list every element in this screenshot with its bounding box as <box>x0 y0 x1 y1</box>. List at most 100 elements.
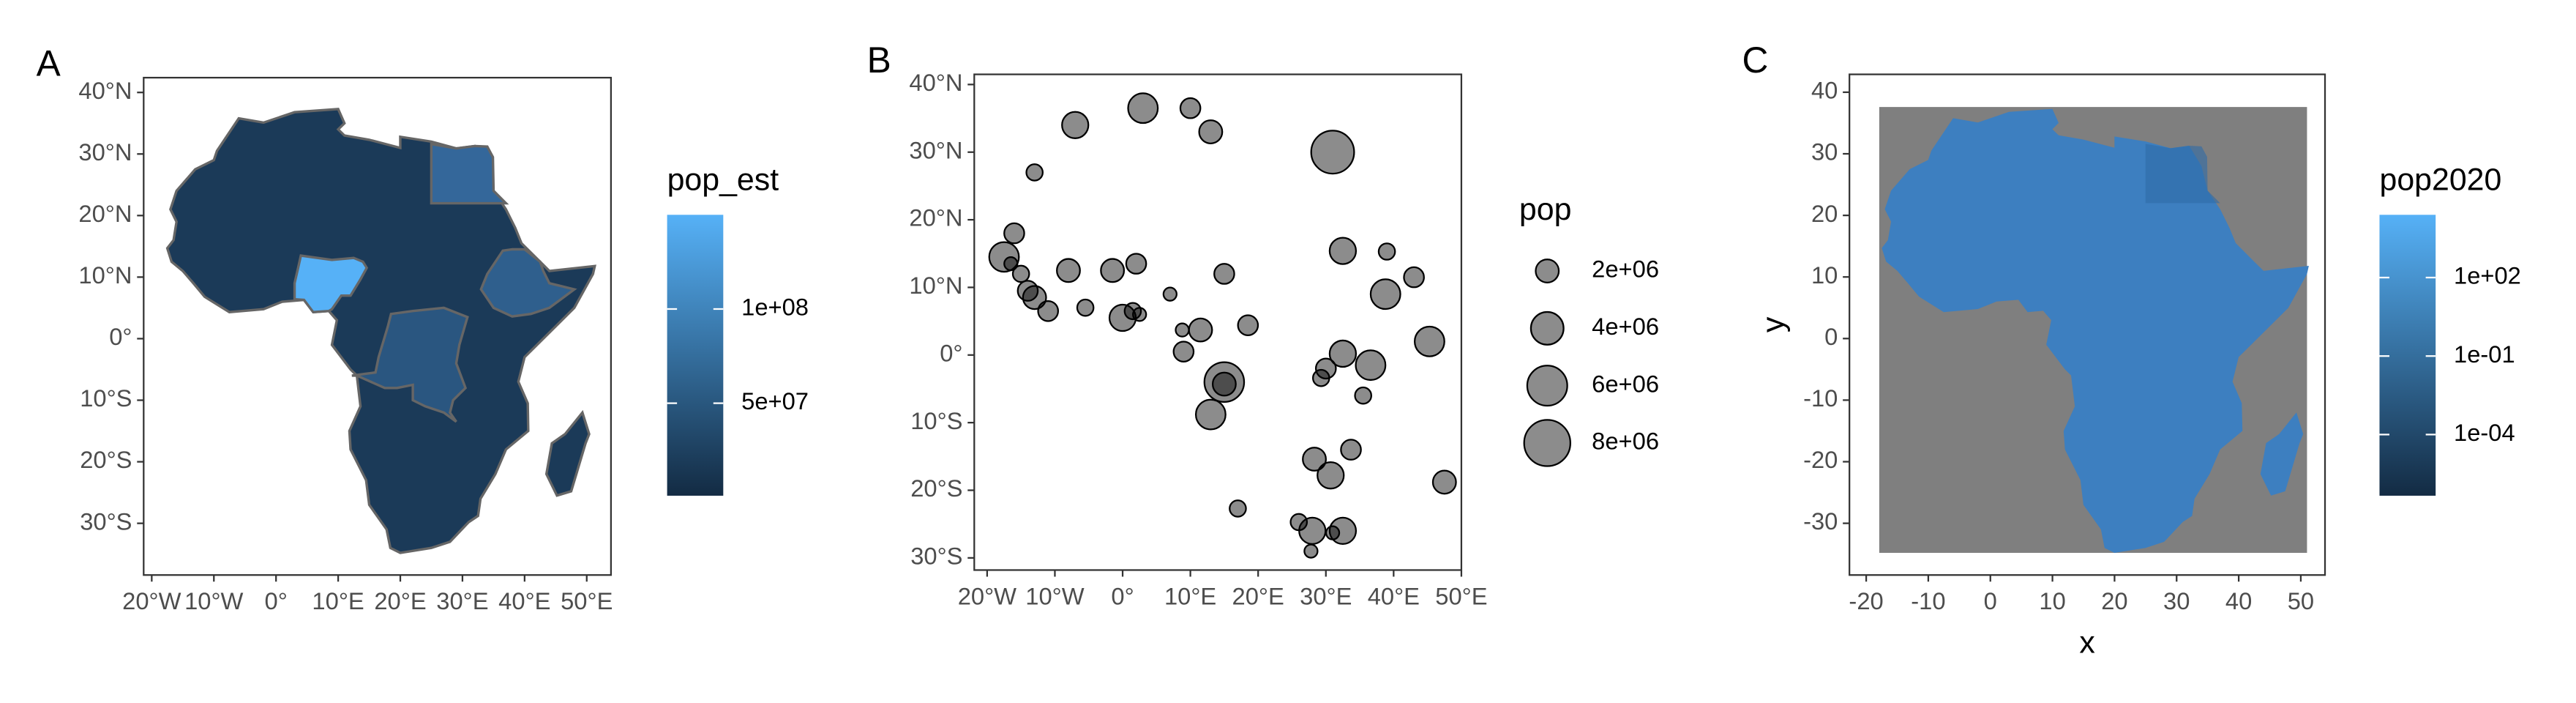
bubble <box>1125 253 1147 275</box>
x-tick-label: 0° <box>1111 582 1134 609</box>
raster-cells <box>1882 108 2309 553</box>
x-tick-label: 20°W <box>122 587 181 614</box>
bubble <box>1132 307 1147 322</box>
bubble <box>1340 439 1362 461</box>
y-tick-label: 10°S <box>910 407 962 434</box>
x-tick-label: 10°W <box>184 587 243 614</box>
x-tick-label: 40 <box>2225 587 2252 614</box>
country-fill <box>351 306 469 423</box>
y-tick-label: 30°S <box>910 542 962 569</box>
panel-border <box>143 76 612 576</box>
bubble <box>1211 371 1237 397</box>
bubble <box>1354 386 1372 405</box>
y-tick-label: 20°N <box>909 204 962 231</box>
bubble <box>1061 111 1090 139</box>
bubble <box>1203 361 1246 403</box>
panel-border <box>973 73 1463 571</box>
bubble <box>1413 325 1445 357</box>
bubble <box>1237 314 1259 336</box>
bubble <box>1314 357 1337 380</box>
x-tick-label: 50°E <box>561 587 613 614</box>
y-tick-label: 20°N <box>78 200 132 227</box>
bubble <box>1328 339 1358 368</box>
x-tick-label: 50 <box>2288 587 2314 614</box>
y-tick-label: 10°N <box>78 261 132 289</box>
y-tick-label: 0 <box>1824 323 1838 350</box>
bubble <box>1179 97 1202 119</box>
legend-key <box>1535 258 1560 283</box>
colorbar <box>667 215 724 496</box>
bubble <box>1355 349 1387 382</box>
x-tick-label: 30°E <box>1300 582 1352 609</box>
legend-label: 1e-01 <box>2454 341 2515 368</box>
y-tick-label: 30°N <box>78 138 132 165</box>
bubble <box>1011 264 1030 283</box>
x-tick-label: 10°E <box>312 587 364 614</box>
legend-title: pop2020 <box>2379 163 2501 198</box>
bubble <box>988 241 1020 273</box>
x-tick-label: -20 <box>1849 587 1883 614</box>
x-tick-label: 20°W <box>958 582 1016 609</box>
bubble <box>1172 341 1195 362</box>
y-tick-label: 40°N <box>909 69 962 96</box>
legend-label: 8e+06 <box>1592 428 1659 455</box>
bubble <box>1037 300 1060 322</box>
legend-label: 1e-04 <box>2454 419 2515 446</box>
y-tick-label: 0° <box>940 339 962 366</box>
y-tick-label: 20°S <box>80 446 132 473</box>
bubble <box>1175 322 1190 338</box>
y-tick-label: 0° <box>109 323 132 350</box>
bubble <box>1194 398 1227 431</box>
bubble <box>1229 499 1247 518</box>
x-tick-label: 0° <box>265 587 288 614</box>
y-tick-label: 10°S <box>80 384 132 412</box>
x-axis-title: x <box>2079 625 2094 660</box>
legend-key <box>1523 419 1571 467</box>
raster-cells <box>2145 144 2220 204</box>
x-tick-label: 20°E <box>374 587 426 614</box>
panel: Cx y -20 -10 0 10 20 30 40 50 -30 -20 -10 0 10 20 30 40 po… <box>1742 40 2521 660</box>
y-tick-label: 40°N <box>78 77 132 104</box>
legend-label: 4e+06 <box>1592 313 1659 340</box>
bubble <box>1431 469 1457 495</box>
bubble <box>1188 317 1213 343</box>
legend-label: 1e+08 <box>741 294 809 321</box>
bubble <box>1123 302 1142 321</box>
y-tick-label: 20 <box>1811 200 1838 227</box>
bubble <box>1302 447 1327 472</box>
y-tick-label: 30°S <box>80 507 132 535</box>
legend-title: pop_est <box>667 163 779 198</box>
bubble <box>1100 258 1126 283</box>
x-tick-label: 30°E <box>436 587 488 614</box>
x-tick-label: 20 <box>2101 587 2127 614</box>
bubble <box>1056 258 1081 283</box>
bubble <box>1162 286 1177 302</box>
y-tick-label: 30 <box>1811 138 1838 165</box>
legend-label: 1e+02 <box>2454 262 2521 289</box>
bubble <box>1298 516 1327 546</box>
x-tick-label: 10 <box>2039 587 2065 614</box>
panel-tag: C <box>1742 40 1769 81</box>
panel-tag: B <box>867 40 891 81</box>
y-tick-label: 10°N <box>909 272 962 299</box>
legend-title: pop <box>1519 192 1572 227</box>
legend-key <box>1526 365 1568 407</box>
y-tick-label: 20°S <box>910 475 962 502</box>
bubble <box>1325 525 1341 540</box>
bubble <box>1317 461 1345 490</box>
y-tick-label: 40 <box>1811 77 1838 104</box>
bubble <box>1328 237 1358 265</box>
y-tick-label: -20 <box>1803 446 1838 473</box>
country-fill <box>430 142 509 205</box>
bubble <box>1303 543 1319 559</box>
legend-label: 6e+06 <box>1592 370 1659 397</box>
bubble <box>1403 266 1425 289</box>
y-tick-label: 30°N <box>909 136 962 163</box>
y-tick-label: 10 <box>1811 261 1838 289</box>
bubble <box>1003 222 1025 245</box>
panel: A 20°W 10°W 0° 10°E 20°E 30°E 40°E 50°E 30°S 20°S 1… <box>37 42 809 614</box>
bubble <box>1310 130 1355 175</box>
panel-tag: A <box>37 42 61 83</box>
